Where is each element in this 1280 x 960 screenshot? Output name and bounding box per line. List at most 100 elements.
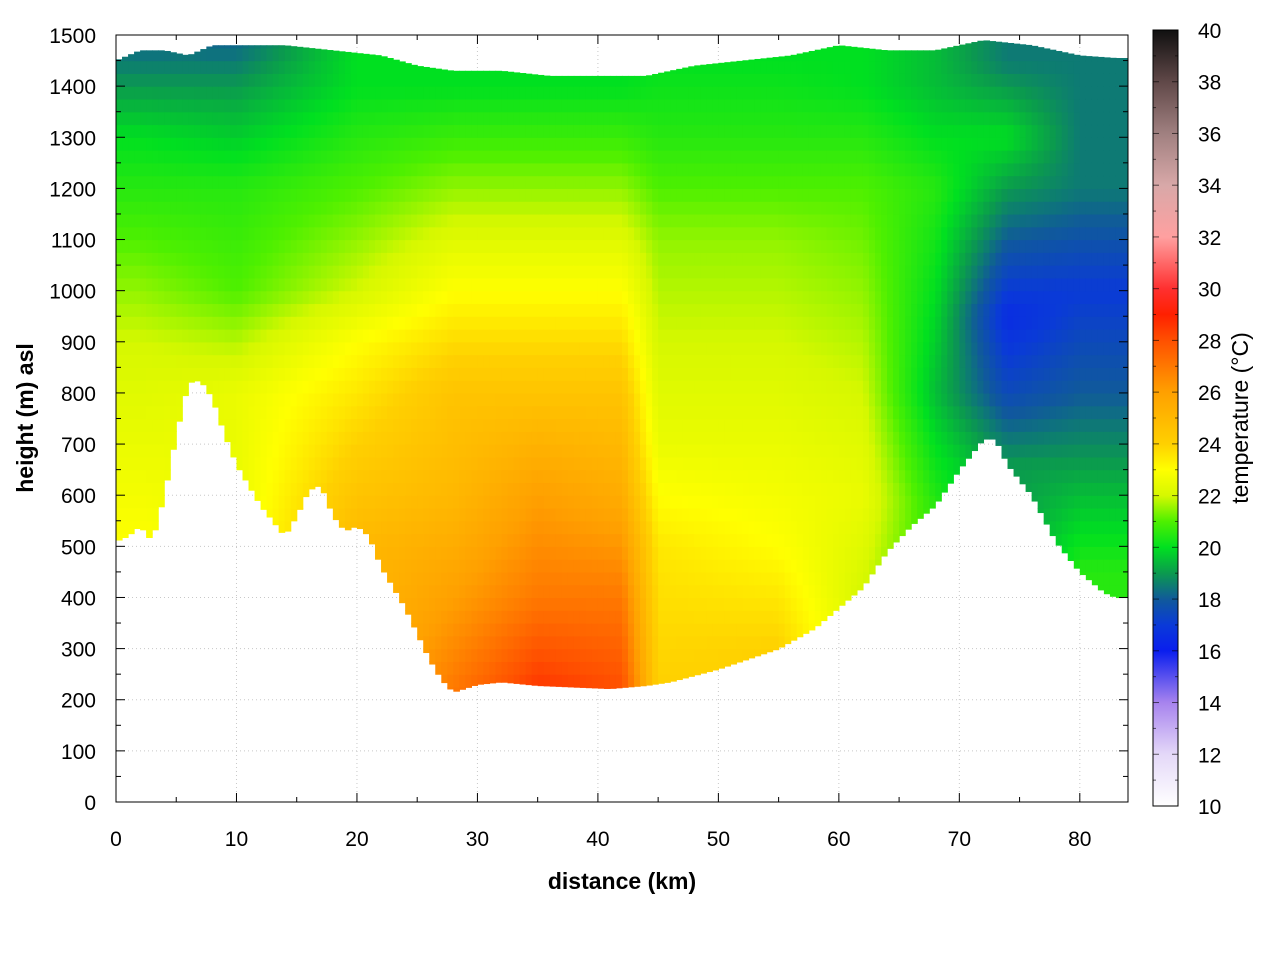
- field-cell: [543, 392, 551, 407]
- field-cell: [507, 162, 515, 177]
- field-cell: [676, 533, 683, 547]
- field-cell: [350, 418, 358, 432]
- field-cell: [344, 124, 352, 138]
- field-cell: [423, 597, 430, 611]
- field-cell: [224, 45, 232, 49]
- field-cell: [116, 150, 123, 164]
- field-cell: [549, 431, 557, 445]
- field-cell: [248, 469, 256, 484]
- field-cell: [676, 265, 683, 279]
- field-cell: [688, 635, 695, 650]
- field-cell: [477, 469, 485, 484]
- field-cell: [441, 418, 448, 432]
- field-cell: [519, 150, 527, 164]
- field-cell: [356, 239, 364, 253]
- field-cell: [802, 610, 810, 624]
- field-cell: [501, 635, 509, 650]
- field-cell: [531, 137, 539, 151]
- field-cell: [441, 571, 448, 586]
- field-cell: [200, 124, 207, 138]
- field-cell: [194, 98, 201, 113]
- field-cell: [344, 316, 352, 330]
- field-cell: [338, 431, 346, 445]
- field-cell: [453, 303, 460, 317]
- field-cell: [718, 623, 725, 637]
- field-cell: [724, 533, 732, 547]
- field-cell: [170, 303, 177, 317]
- field-cell: [682, 354, 689, 368]
- field-cell: [603, 201, 611, 215]
- field-cell: [802, 431, 810, 445]
- field-cell: [194, 73, 201, 87]
- field-cell: [543, 75, 551, 87]
- field-cell: [116, 380, 123, 394]
- field-cell: [332, 213, 340, 228]
- field-cell: [754, 610, 762, 624]
- field-cell: [435, 584, 442, 599]
- field-cell: [278, 265, 286, 279]
- field-cell: [236, 341, 244, 356]
- field-cell: [778, 456, 786, 471]
- field-cell: [537, 86, 545, 100]
- field-cell: [447, 111, 454, 126]
- field-cell: [802, 380, 810, 394]
- field-cell: [230, 341, 238, 356]
- field-cell: [423, 380, 430, 394]
- field-cell: [248, 137, 256, 151]
- field-cell: [760, 239, 768, 253]
- field-cell: [489, 623, 497, 637]
- field-cell: [634, 277, 641, 292]
- field-cell: [609, 124, 617, 138]
- field-cell: [176, 392, 183, 407]
- field-cell: [435, 68, 442, 74]
- field-cell: [622, 559, 629, 573]
- field-cell: [483, 239, 491, 253]
- field-cell: [537, 456, 545, 471]
- field-cell: [344, 354, 352, 368]
- field-cell: [634, 316, 641, 330]
- field-cell: [188, 252, 195, 266]
- field-cell: [405, 63, 412, 74]
- field-cell: [676, 316, 683, 330]
- field-cell: [634, 495, 641, 509]
- field-cell: [314, 226, 322, 241]
- field-cell: [742, 444, 750, 458]
- field-cell: [230, 73, 238, 87]
- field-cell: [152, 150, 159, 164]
- field-cell: [495, 418, 503, 432]
- field-cell: [730, 482, 738, 496]
- field-cell: [760, 316, 768, 330]
- field-cell: [465, 597, 472, 611]
- field-cell: [116, 469, 123, 484]
- field-cell: [724, 597, 732, 611]
- field-cell: [332, 277, 340, 292]
- field-cell: [543, 265, 551, 279]
- field-cell: [507, 239, 515, 253]
- field-cell: [658, 546, 665, 560]
- field-cell: [742, 610, 750, 624]
- field-cell: [483, 277, 491, 292]
- field-cell: [417, 150, 424, 164]
- field-cell: [519, 213, 527, 228]
- field-cell: [369, 124, 376, 138]
- field-cell: [140, 520, 147, 531]
- field-cell: [796, 546, 804, 560]
- field-cell: [375, 111, 382, 126]
- field-cell: [664, 495, 671, 509]
- field-cell: [212, 405, 219, 408]
- field-cell: [417, 405, 424, 420]
- field-cell: [513, 252, 521, 266]
- field-cell: [477, 188, 485, 202]
- field-cell: [350, 277, 358, 292]
- field-cell: [302, 444, 310, 458]
- field-cell: [272, 482, 280, 496]
- field-cell: [176, 188, 183, 202]
- field-cell: [567, 380, 575, 394]
- field-cell: [579, 124, 587, 138]
- field-cell: [712, 380, 719, 394]
- field-cell: [519, 124, 527, 138]
- field-cell: [573, 111, 581, 126]
- field-cell: [459, 635, 466, 650]
- field-cell: [622, 584, 629, 599]
- field-cell: [760, 533, 768, 547]
